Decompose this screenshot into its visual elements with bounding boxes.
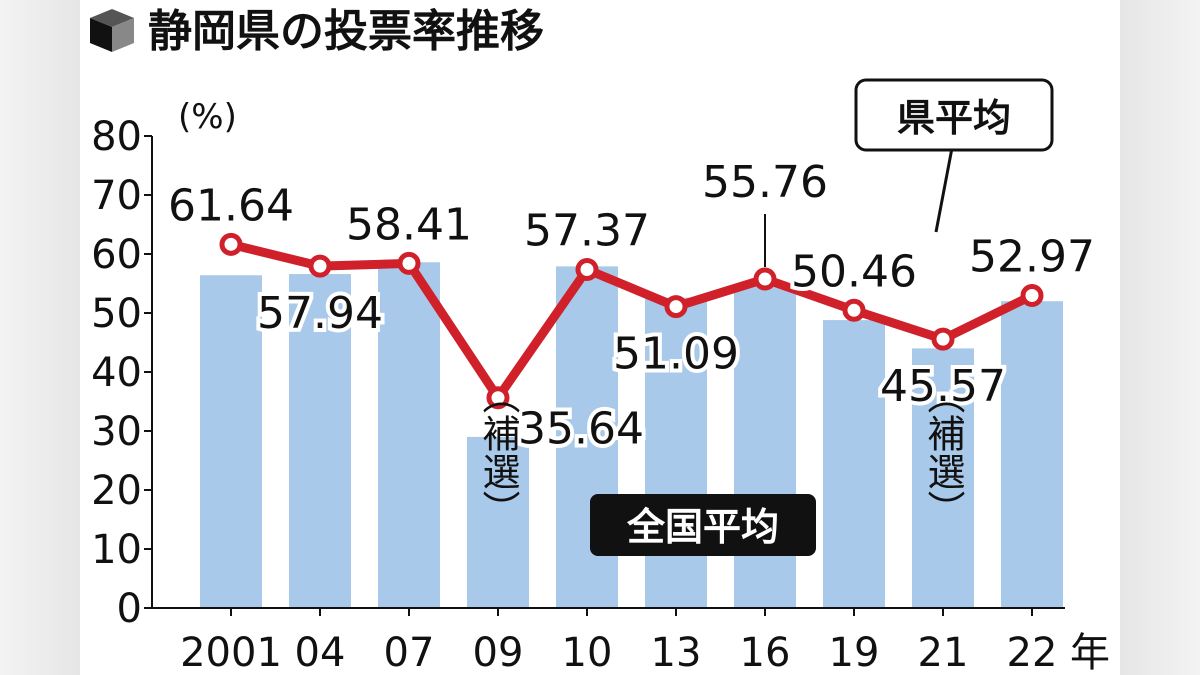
chart-title: 静岡県の投票率推移 [148, 6, 544, 57]
point-09 [486, 386, 510, 410]
y-tick-label: 60 [91, 232, 142, 278]
prefecture-average-line [219, 214, 1044, 410]
point-10 [575, 258, 599, 282]
bar-07 [378, 262, 440, 608]
by-election-notes: （補選） （補選） [476, 376, 965, 528]
value-label-04: 57.94 [257, 288, 383, 339]
x-tick-label: 16 [740, 630, 791, 675]
bar-16 [734, 285, 796, 608]
value-label-2001: 61.64 [168, 180, 294, 231]
y-tick-label: 50 [91, 291, 142, 337]
x-tick-label: 07 [384, 630, 435, 675]
point-04 [308, 254, 332, 278]
point-21 [931, 327, 955, 351]
bar-21 [912, 348, 974, 608]
value-label-13: 51.09 [613, 329, 739, 380]
y-tick-label: 20 [91, 468, 142, 514]
y-tick-label: 10 [91, 527, 142, 573]
note-21: （補選） [921, 376, 965, 528]
y-tick-label: 70 [91, 173, 142, 219]
legend-national-average-label: 全国平均 [626, 505, 779, 549]
bar-09 [467, 436, 529, 608]
y-tick-label: 0 [117, 586, 142, 632]
title-icon [90, 9, 134, 52]
legend-prefecture-average-label: 県平均 [897, 96, 1011, 140]
x-tick-label: 2001 [180, 630, 282, 675]
x-tick-label: 13 [651, 630, 702, 675]
bar-22 [1001, 301, 1063, 608]
axes: 0 10 20 30 40 50 60 70 80 2001 04 07 09 10 13 16 19 21 22 [91, 114, 1065, 675]
x-tick-label: 09 [473, 630, 524, 675]
legend-national-average: 全国平均 [590, 494, 816, 556]
point-2001 [219, 232, 243, 256]
bar-13 [645, 297, 707, 608]
y-axis-unit: (%) [178, 97, 237, 137]
x-tick-label: 21 [918, 630, 969, 675]
value-label-07: 58.41 [346, 199, 472, 250]
value-label-09: 35.64 [518, 404, 644, 455]
x-tick-label: 10 [562, 630, 613, 675]
right-margin [1120, 0, 1200, 675]
legend-prefecture-average: 県平均 [854, 78, 1054, 233]
chart-panel: 静岡県の投票率推移 (%) 0 10 20 30 40 50 60 70 80 2001 04 07 0… [80, 0, 1120, 675]
value-label-21: 45.57 [880, 361, 1006, 412]
point-19 [842, 298, 866, 322]
y-tick-label: 30 [91, 409, 142, 455]
note-09: （補選） [476, 376, 520, 528]
national-average-bars [200, 262, 1063, 608]
point-16 [753, 267, 777, 291]
x-tick-label: 22 [1007, 630, 1058, 675]
point-13 [664, 295, 688, 319]
left-margin [0, 0, 80, 675]
point-07 [397, 251, 421, 275]
value-label-10: 57.37 [524, 206, 650, 257]
value-label-19: 50.46 [791, 246, 917, 297]
x-axis-unit: 年 [1070, 630, 1110, 675]
y-tick-label: 40 [91, 350, 142, 396]
bar-19 [823, 320, 885, 608]
x-tick-label: 04 [295, 630, 346, 675]
point-22 [1020, 283, 1044, 307]
value-label-16: 55.76 [702, 157, 828, 208]
y-tick-label: 80 [91, 114, 142, 160]
prefecture-line-path [229, 239, 1034, 403]
value-label-22: 52.97 [969, 231, 1095, 282]
bar-2001 [200, 275, 262, 608]
bar-04 [289, 274, 351, 608]
value-labels: 61.64 57.94 58.41 35.64 57.37 51.09 55.76 50.46… [164, 153, 1099, 459]
x-tick-label: 19 [829, 630, 880, 675]
